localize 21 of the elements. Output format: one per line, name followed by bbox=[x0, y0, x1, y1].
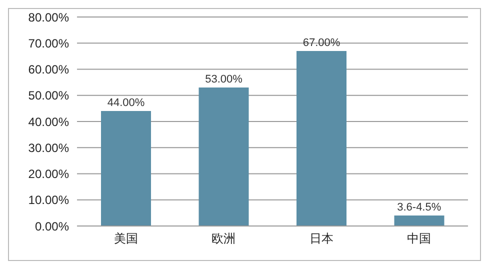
y-tick-label: 50.00% bbox=[28, 88, 70, 103]
bar bbox=[101, 111, 151, 226]
y-tick-label: 60.00% bbox=[28, 62, 70, 77]
y-tick-label: 40.00% bbox=[28, 114, 70, 129]
bar bbox=[296, 50, 346, 226]
x-tick-label: 美国 bbox=[114, 232, 138, 246]
x-tick-label: 日本 bbox=[309, 232, 334, 246]
bar bbox=[394, 216, 444, 226]
y-tick-label: 70.00% bbox=[28, 36, 70, 50]
y-tick-label: 20.00% bbox=[28, 167, 70, 182]
y-tick-label: 30.00% bbox=[28, 140, 70, 155]
data-label: 67.00% bbox=[302, 36, 340, 49]
data-label: 44.00% bbox=[107, 97, 145, 110]
x-tick-label: 中国 bbox=[407, 232, 432, 246]
x-tick-label: 欧洲 bbox=[212, 232, 236, 246]
y-tick-label: 10.00% bbox=[28, 193, 70, 208]
y-tick-label: 0.00% bbox=[34, 219, 70, 234]
annotation: 3.6-4.5% bbox=[397, 202, 442, 214]
data-label: 53.00% bbox=[205, 74, 243, 86]
bar bbox=[198, 88, 249, 226]
y-tick-label: 80.00% bbox=[28, 10, 70, 24]
